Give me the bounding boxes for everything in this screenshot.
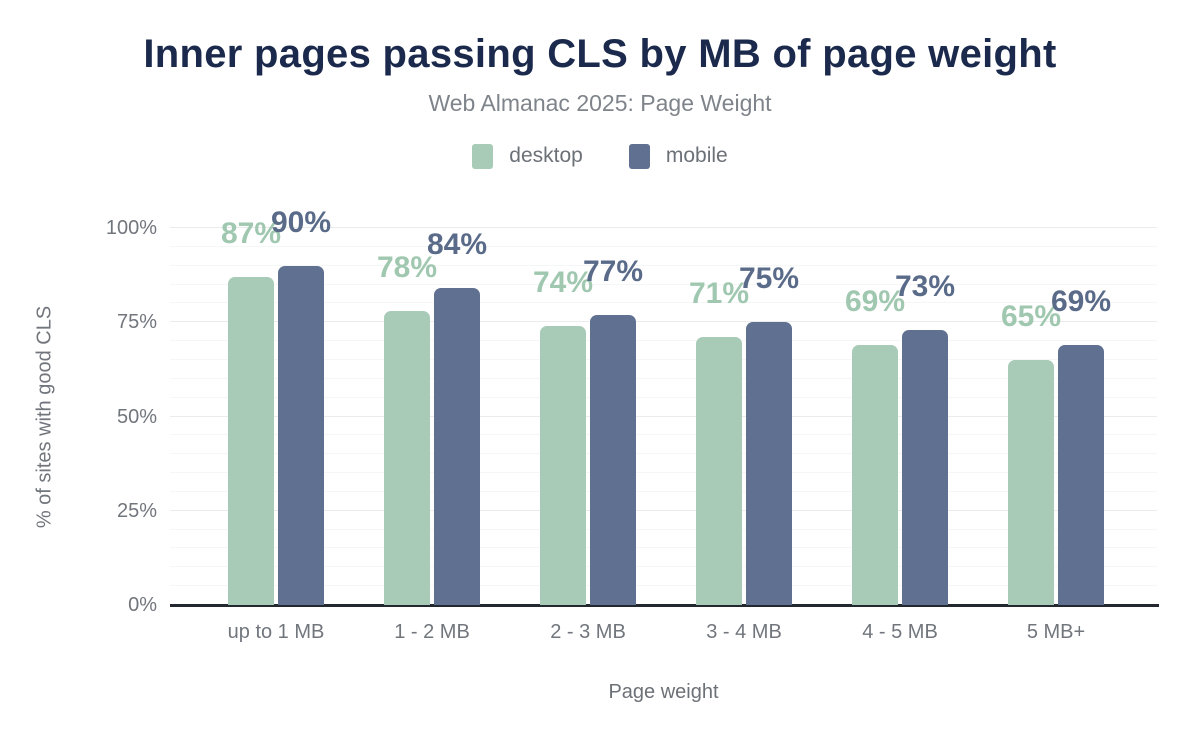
x-tick-label: 2 - 3 MB	[550, 621, 626, 643]
mobile-value-label: 69%	[1050, 284, 1112, 318]
desktop-value-label: 65%	[1000, 299, 1062, 333]
minor-gridline	[170, 472, 1157, 474]
x-axis-line	[170, 604, 1159, 607]
plot-area: 0% 25% 50% 75% 100% 87% 90% up to 1 MB 78% 84% 1 -…	[106, 207, 1159, 643]
y-axis-title: % of sites with good CLS	[33, 305, 56, 529]
minor-gridline	[170, 340, 1157, 342]
minor-gridline	[170, 264, 1157, 266]
mobile-value-label: 73%	[894, 269, 956, 303]
legend-item-desktop: desktop	[472, 143, 583, 169]
legend-swatch-mobile	[628, 143, 650, 169]
major-gridline	[170, 509, 1157, 511]
minor-gridline	[170, 302, 1157, 304]
desktop-value-label: 78%	[376, 250, 438, 284]
minor-gridline	[170, 283, 1157, 285]
mobile-value-label: 84%	[426, 228, 488, 262]
legend-label-desktop: desktop	[509, 144, 583, 167]
desktop-bar[interactable]	[540, 326, 586, 605]
minor-gridline	[170, 453, 1157, 455]
desktop-value-label: 69%	[844, 284, 906, 318]
y-tick-label: 50%	[116, 405, 157, 428]
x-tick-label: 4 - 5 MB	[862, 621, 938, 643]
x-tick-label: 5 MB+	[1026, 621, 1086, 643]
mobile-value-label: 90%	[270, 205, 332, 239]
minor-gridline	[170, 566, 1157, 568]
x-tick-label: 1 - 2 MB	[394, 621, 470, 643]
legend-item-mobile: mobile	[628, 143, 728, 169]
minor-gridline	[170, 358, 1157, 360]
mobile-bar[interactable]	[590, 314, 636, 605]
minor-gridline	[170, 585, 1157, 587]
legend-label-mobile: mobile	[665, 144, 728, 167]
x-tick-label: 3 - 4 MB	[706, 621, 782, 643]
mobile-bar[interactable]	[434, 288, 480, 605]
major-gridline	[170, 321, 1157, 323]
legend: desktop mobile	[0, 142, 1200, 170]
desktop-bar[interactable]	[696, 337, 742, 605]
major-gridline	[170, 415, 1157, 417]
major-gridline	[170, 227, 1157, 228]
minor-gridline	[170, 528, 1157, 530]
desktop-bar[interactable]	[228, 277, 274, 605]
desktop-bar[interactable]	[852, 344, 898, 605]
minor-gridline	[170, 396, 1157, 398]
mobile-bar[interactable]	[746, 322, 792, 605]
y-tick-label: 0%	[128, 594, 157, 616]
desktop-bar[interactable]	[1008, 359, 1054, 605]
minor-gridline	[170, 434, 1157, 436]
y-tick-label: 25%	[116, 499, 157, 522]
x-axis-title: Page weight	[608, 681, 719, 703]
mobile-value-label: 77%	[582, 254, 644, 288]
y-tick-label: 75%	[116, 311, 157, 334]
legend-swatch-desktop	[472, 143, 494, 169]
x-tick-label: up to 1 MB	[227, 621, 325, 643]
desktop-value-label: 71%	[688, 277, 750, 311]
y-tick-label: 100%	[105, 217, 157, 239]
chart-subtitle: Web Almanac 2025: Page Weight	[428, 90, 772, 116]
mobile-bar[interactable]	[1058, 344, 1104, 605]
mobile-bar[interactable]	[902, 329, 948, 605]
mobile-bar[interactable]	[278, 265, 324, 605]
mobile-value-label: 75%	[738, 262, 800, 296]
desktop-value-label: 74%	[532, 266, 594, 300]
desktop-value-label: 87%	[220, 217, 282, 251]
minor-gridline	[170, 547, 1157, 549]
desktop-bar[interactable]	[384, 310, 430, 605]
minor-gridline	[170, 245, 1157, 247]
minor-gridline	[170, 490, 1157, 492]
chart-title: Inner pages passing CLS by MB of page we…	[143, 32, 1057, 76]
minor-gridline	[170, 377, 1157, 379]
